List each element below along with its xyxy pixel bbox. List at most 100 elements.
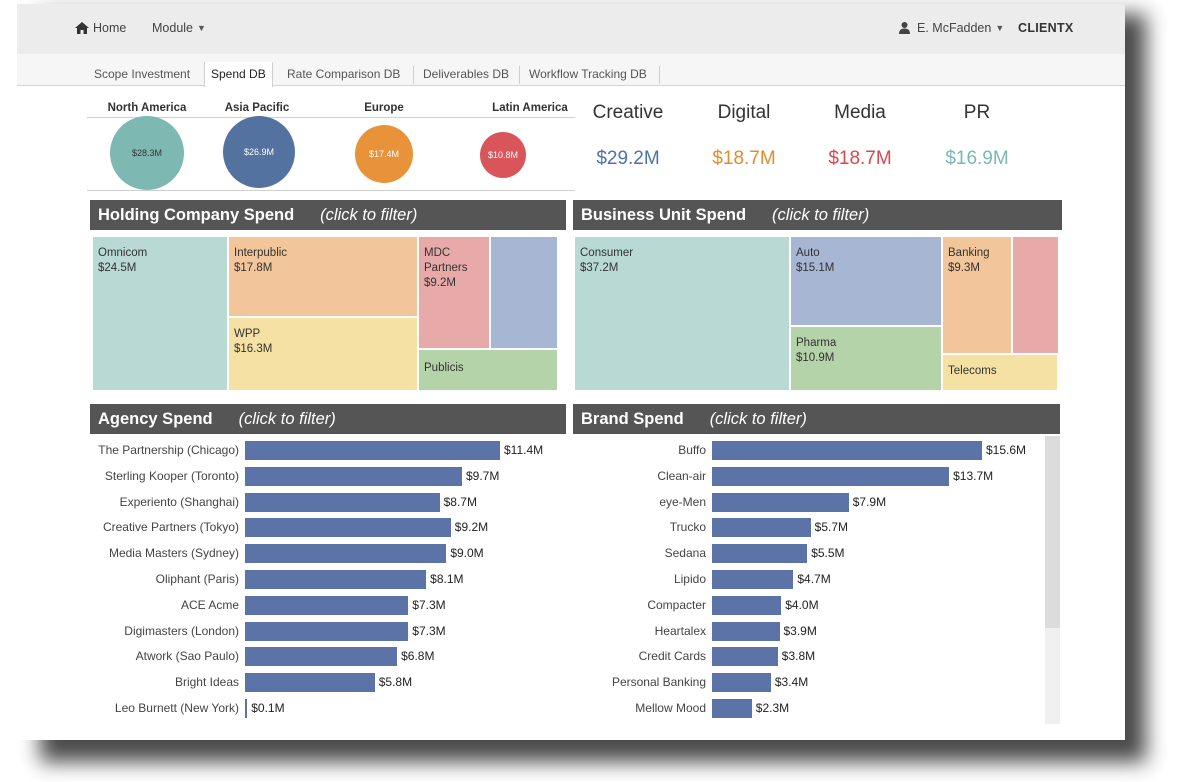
bar-label: The Partnership (Chicago): [98, 443, 239, 457]
bar[interactable]: [712, 595, 782, 615]
brand-chart-scrollbar[interactable]: [1045, 436, 1060, 724]
bar[interactable]: [712, 570, 794, 589]
region-value-north-america: $28.3M: [131, 148, 163, 158]
agency-spend-hint: (click to filter): [238, 409, 336, 428]
treemap-cell-omnicom[interactable]: Omnicom $24.5M: [92, 236, 228, 391]
bar[interactable]: [712, 518, 811, 538]
bar-label: Mellow Mood: [635, 701, 706, 715]
bar-label: Clean-air: [657, 468, 706, 483]
treemap-cell-pharma[interactable]: Pharma $10.9M: [790, 326, 942, 391]
treemap-cell-unlabeled[interactable]: [1012, 236, 1059, 354]
category-value-media[interactable]: $18.7M: [828, 148, 892, 169]
category-value-digital[interactable]: $18.7M: [712, 148, 776, 169]
bar[interactable]: [245, 466, 462, 486]
bar[interactable]: [712, 492, 849, 512]
bar-label: Trucko: [669, 520, 706, 535]
treemap-label: Banking: [948, 247, 990, 259]
treemap-cell-auto[interactable]: Auto $15.1M: [790, 236, 942, 326]
treemap-value: $9.2M: [424, 277, 456, 289]
bar[interactable]: [712, 466, 950, 486]
tab-divider: [659, 66, 660, 84]
bar[interactable]: [245, 544, 447, 564]
tab-scope-investment[interactable]: Scope Investment: [94, 67, 191, 81]
region-label-europe: Europe: [364, 102, 404, 114]
bar[interactable]: [245, 647, 398, 667]
bar[interactable]: [712, 544, 808, 564]
brand-spend-title: Brand Spend: [581, 409, 684, 428]
bar[interactable]: [712, 647, 778, 667]
home-label: Home: [93, 21, 127, 35]
tab-divider: [413, 66, 414, 84]
tab-workflow-tracking-db[interactable]: Workflow Tracking DB: [529, 67, 647, 81]
client-label: CLIENTX: [1018, 21, 1074, 35]
bar[interactable]: [245, 441, 500, 460]
bar-value-label: $9.2M: [454, 520, 489, 535]
bar[interactable]: [712, 673, 771, 693]
tab-rate-comparison-db[interactable]: Rate Comparison DB: [287, 67, 401, 81]
scrollbar-thumb[interactable]: [1045, 436, 1060, 628]
bar[interactable]: [712, 441, 982, 460]
bar-value-label: $7.9M: [852, 494, 887, 509]
bar-value-label: $9.7M: [465, 468, 500, 483]
tab-spend-db[interactable]: Spend DB: [204, 62, 273, 87]
region-value-asia-pacific: $26.9M: [243, 147, 275, 157]
bar[interactable]: [245, 570, 427, 589]
bar-label: Buffo: [678, 443, 706, 457]
treemap-cell-consumer[interactable]: Consumer $37.2M: [574, 236, 790, 391]
region-footer-line: [87, 190, 575, 191]
business-unit-title: Business Unit Spend: [581, 205, 747, 224]
treemap-cell-banking[interactable]: Banking $9.3M: [942, 236, 1012, 354]
region-bubble-latin-america[interactable]: $10.8M: [480, 132, 526, 178]
bar-label: Bright Ideas: [174, 675, 239, 690]
bar[interactable]: [245, 699, 248, 718]
bar-label: Oliphant (Paris): [155, 572, 239, 586]
top-navbar: Home Module ▼ E. McFadden ▼ CLIENTX: [17, 4, 1125, 54]
user-menu[interactable]: E. McFadden ▼: [899, 21, 1004, 35]
tab-deliverables-db[interactable]: Deliverables DB: [423, 67, 510, 81]
treemap-cell-wpp[interactable]: WPP $16.3M: [228, 317, 418, 391]
bar-label: Personal Banking: [611, 675, 706, 690]
holding-company-header: Holding Company Spend (click to filter): [90, 200, 566, 230]
bar[interactable]: [245, 492, 440, 512]
bar-value-label: $6.8M: [401, 649, 435, 664]
treemap-cell-telecoms[interactable]: Telecoms: [942, 354, 1058, 391]
region-bubble-north-america[interactable]: $28.3M: [110, 116, 184, 190]
treemap-cell-unlabeled[interactable]: [490, 236, 558, 349]
category-value-creative[interactable]: $29.2M: [596, 148, 660, 169]
treemap-label: WPP: [234, 328, 261, 340]
category-value-pr[interactable]: $16.9M: [945, 148, 1009, 169]
category-label-media: Media: [834, 102, 886, 123]
bar[interactable]: [245, 518, 451, 538]
agency-spend-header: Agency Spend (click to filter): [90, 404, 566, 434]
bar-value-label: $7.3M: [412, 597, 446, 612]
region-header-line: [87, 117, 575, 118]
treemap-cell-publicis[interactable]: Publicis: [418, 349, 558, 391]
agency-spend-title: Agency Spend: [98, 409, 213, 428]
bar-value-label: $11.4M: [504, 443, 544, 457]
bar[interactable]: [712, 699, 752, 718]
treemap-value: $17.8M: [234, 262, 273, 274]
bar[interactable]: [245, 673, 375, 693]
bar-label: Creative Partners (Tokyo): [102, 520, 239, 535]
treemap-cell-mdc-partners[interactable]: MDC Partners $9.2M: [418, 236, 490, 349]
region-value-latin-america: $10.8M: [487, 150, 519, 160]
treemap-value: $10.9M: [796, 352, 835, 364]
bar-value-label: $13.7M: [953, 468, 994, 483]
bar[interactable]: [245, 621, 409, 641]
bar-label: ACE Acme: [180, 597, 239, 612]
region-bubble-asia-pacific[interactable]: $26.9M: [223, 116, 295, 188]
treemap-cell-interpublic[interactable]: Interpublic $17.8M: [228, 236, 418, 317]
treemap-label: Auto: [796, 247, 820, 259]
home-link[interactable]: Home: [75, 21, 126, 35]
bar-label: Heartalex: [654, 623, 706, 638]
bar-label: Credit Cards: [638, 649, 706, 664]
bar[interactable]: [245, 595, 409, 615]
bar-label: Lipido: [673, 572, 706, 586]
user-icon: [899, 22, 910, 34]
chevron-down-icon: ▼: [197, 23, 206, 33]
module-menu[interactable]: Module ▼: [152, 21, 206, 35]
bar[interactable]: [712, 621, 780, 641]
bar-value-label: $4.0M: [785, 597, 819, 612]
region-bubble-europe[interactable]: $17.4M: [355, 125, 413, 183]
bar-label: Sedana: [664, 546, 706, 561]
